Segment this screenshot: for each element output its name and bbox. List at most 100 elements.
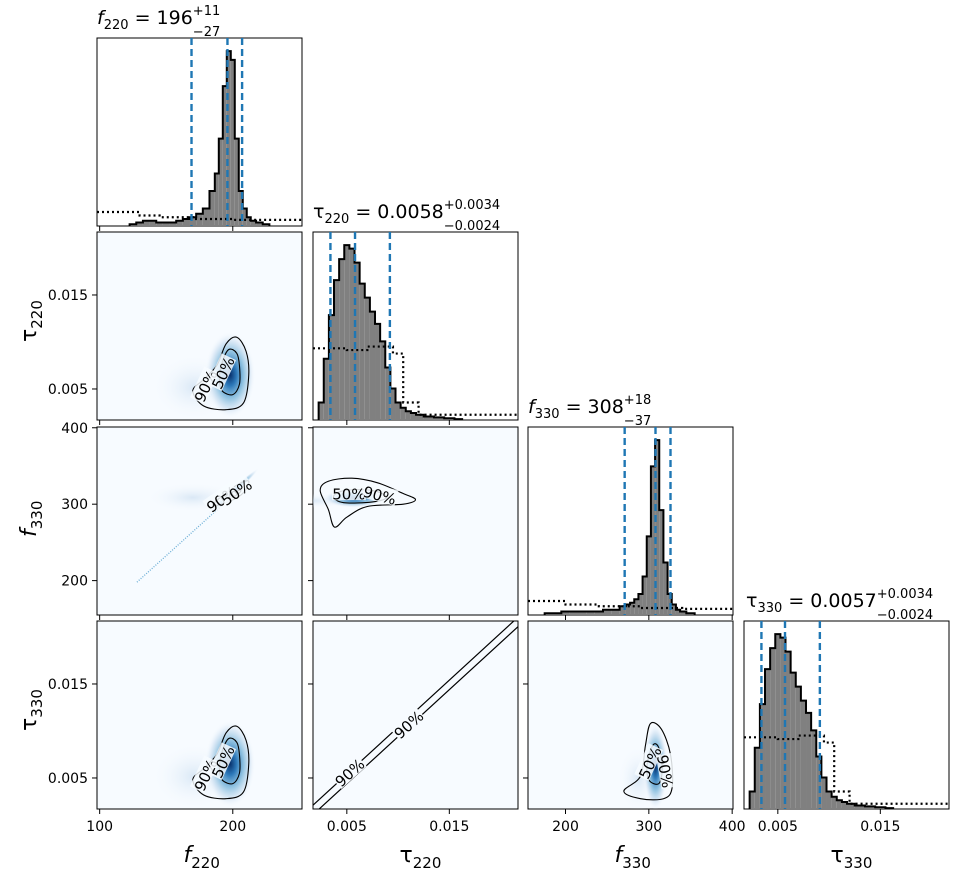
y-axis-label: τ220 xyxy=(17,300,46,342)
histogram-bar xyxy=(246,217,251,226)
histogram-bar xyxy=(642,576,647,615)
prior-curve xyxy=(744,734,949,805)
histogram-panel-2: f330 = 308+18−37 xyxy=(527,393,734,616)
histogram-bar xyxy=(785,651,791,809)
histogram-bar xyxy=(230,59,235,226)
histogram-bar xyxy=(754,747,760,809)
histogram-bar xyxy=(816,756,822,809)
histogram-bar xyxy=(359,283,365,420)
histogram-bar xyxy=(630,602,635,615)
histogram-title-minus: −27 xyxy=(193,25,220,40)
histogram-bar xyxy=(594,611,603,615)
histogram-title-minus: −0.0024 xyxy=(444,219,500,234)
histogram-bar xyxy=(375,323,381,420)
histogram-bar xyxy=(209,191,215,226)
histogram-bar xyxy=(416,414,424,420)
histogram-panel-0: f220 = 196+11−27 xyxy=(96,4,303,227)
joint-panel-1-0: 90%50% xyxy=(96,231,303,421)
x-tick-label: 0.015 xyxy=(860,819,900,835)
histogram-bar xyxy=(238,191,243,226)
histogram-bar xyxy=(226,51,231,226)
histogram-outline xyxy=(128,50,271,226)
x-tick-label: 0.005 xyxy=(758,819,798,835)
histogram-bar xyxy=(234,138,239,226)
histogram-bar xyxy=(671,604,676,615)
histogram-title: f330 = 308+18 xyxy=(528,393,651,422)
histogram-bar xyxy=(423,416,434,420)
joint-panel-2-1: 50%90% xyxy=(312,426,519,616)
x-tick-label: 0.005 xyxy=(327,819,367,835)
histogram-bar xyxy=(344,245,350,420)
histogram-bar xyxy=(318,402,324,420)
histogram-bar xyxy=(578,611,587,615)
histogram-bar xyxy=(655,440,660,615)
histogram-bar xyxy=(410,413,417,420)
histogram-bar xyxy=(202,208,210,226)
joint-panel-2-0: 90%50% xyxy=(96,426,303,616)
histogram-bar xyxy=(854,805,865,809)
histogram-bar xyxy=(405,411,411,420)
histogram-bar xyxy=(162,222,170,226)
histogram-bar xyxy=(675,609,681,615)
y-tick-label: 0.015 xyxy=(48,288,88,304)
histogram-bar xyxy=(831,796,837,809)
histogram-title-minus: −37 xyxy=(624,414,651,429)
histogram-bar xyxy=(749,791,755,809)
histogram-bar xyxy=(222,86,227,226)
histogram-bar xyxy=(196,213,203,226)
histogram-frame xyxy=(96,37,303,227)
x-axis-label: τ220 xyxy=(400,843,442,872)
density-blob xyxy=(204,331,256,419)
histogram-bar xyxy=(561,611,570,615)
histogram-bar xyxy=(142,220,150,226)
prior-curve xyxy=(528,599,733,610)
histogram-bar xyxy=(395,402,401,420)
histogram-bar xyxy=(156,222,163,226)
contour-label: 50% xyxy=(332,485,365,503)
x-tick-label: 0.015 xyxy=(429,819,469,835)
histogram-bar xyxy=(841,802,848,809)
x-tick-label: 400 xyxy=(719,819,746,835)
y-axis-label: τ330 xyxy=(17,689,46,731)
histogram-bar xyxy=(603,609,612,615)
histogram-outline xyxy=(543,439,696,615)
histogram-title-minus: −0.0024 xyxy=(877,608,933,623)
histogram-bar xyxy=(354,262,360,420)
contour-label: 90% xyxy=(653,753,677,789)
histogram-title: τ220 = 0.0058+0.0034 xyxy=(313,198,500,227)
histogram-panel-1: τ220 = 0.0058+0.0034−0.0024 xyxy=(312,198,519,421)
histogram-bar xyxy=(433,417,445,420)
y-tick-label: 400 xyxy=(61,421,88,437)
histogram-bar xyxy=(380,341,386,420)
joint-frame xyxy=(96,426,303,616)
histogram-bar xyxy=(836,800,842,809)
y-axis-label: f330 xyxy=(17,501,46,537)
histogram-bar xyxy=(790,672,796,809)
histogram-bar xyxy=(369,311,376,420)
histogram-bar xyxy=(586,611,595,615)
histogram-bar xyxy=(569,611,578,615)
histogram-bar xyxy=(770,648,776,809)
histogram-bar xyxy=(680,611,687,615)
joint-panel-3-0: 90%50% xyxy=(96,620,303,810)
histogram-bar xyxy=(323,358,329,420)
histogram-bar xyxy=(821,777,827,809)
x-tick-label: 200 xyxy=(219,819,246,835)
histogram-bar xyxy=(775,634,781,809)
histogram-bar xyxy=(659,510,664,615)
histogram-panel-3: τ330 = 0.0057+0.0034−0.0024 xyxy=(743,587,950,810)
contour-90 xyxy=(192,336,250,411)
x-axis-label: f330 xyxy=(615,843,651,872)
histogram-bar xyxy=(182,219,190,226)
histogram-bar xyxy=(625,604,631,615)
histogram-bar xyxy=(214,173,219,226)
histogram-bar xyxy=(780,637,786,809)
histogram-title: f220 = 196+11 xyxy=(97,4,220,33)
joint-panel-3-2: 50%90% xyxy=(527,620,734,810)
histogram-bar xyxy=(826,791,832,809)
histogram-bar xyxy=(795,686,801,809)
histogram-bar xyxy=(811,730,817,809)
histogram-bar xyxy=(256,222,263,226)
histogram-bar xyxy=(364,297,370,420)
